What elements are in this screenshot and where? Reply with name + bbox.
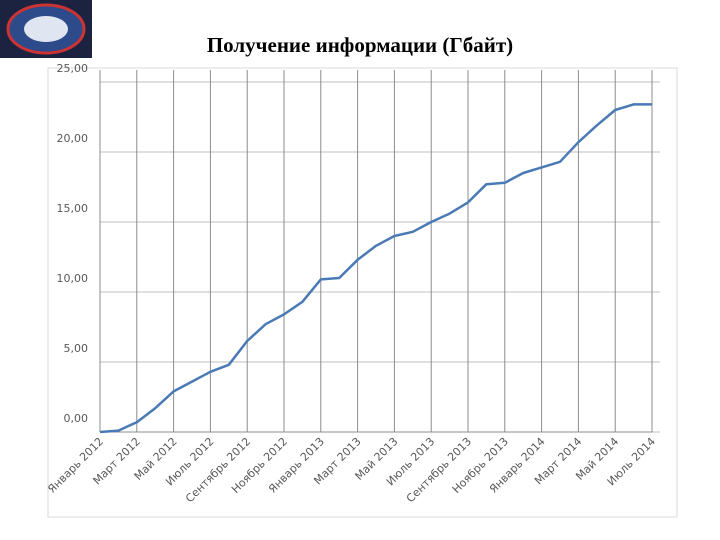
x-tick-label: Сентябрь 2012 bbox=[183, 435, 253, 505]
y-tick-label: 20,00 bbox=[57, 132, 89, 145]
chart-frame bbox=[47, 67, 678, 518]
data-line bbox=[99, 103, 652, 434]
y-tick-label: 10,00 bbox=[57, 272, 89, 285]
logo-center bbox=[24, 16, 68, 42]
y-tick-label: 5,00 bbox=[64, 342, 89, 355]
x-tick-label: Январь 2012 bbox=[45, 435, 106, 496]
x-tick-label: Сентябрь 2013 bbox=[404, 435, 474, 505]
y-tick-label: 25,00 bbox=[57, 62, 89, 75]
y-tick-label: 15,00 bbox=[57, 202, 89, 215]
y-tick-label: 0,00 bbox=[64, 412, 89, 425]
chart-title: Получение информации (Гбайт) bbox=[207, 33, 513, 57]
logo bbox=[0, 0, 92, 58]
